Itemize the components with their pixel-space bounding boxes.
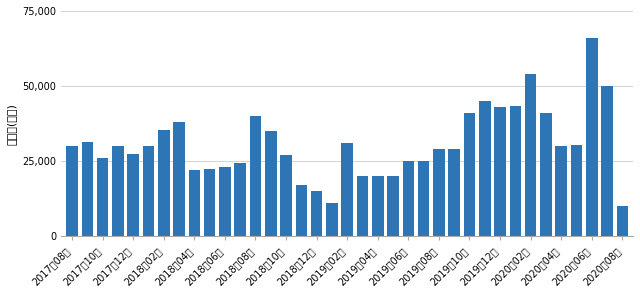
Bar	[449, 149, 460, 236]
Bar	[311, 191, 323, 236]
Bar	[219, 167, 230, 236]
Bar	[540, 113, 552, 236]
Bar	[509, 106, 521, 236]
Bar	[250, 116, 261, 236]
Bar	[280, 155, 292, 236]
Bar	[571, 145, 582, 236]
Bar	[464, 113, 476, 236]
Bar	[127, 154, 139, 236]
Bar	[67, 146, 78, 236]
Bar	[265, 131, 276, 236]
Bar	[204, 169, 216, 236]
Bar	[616, 206, 628, 236]
Bar	[418, 161, 429, 236]
Bar	[479, 101, 490, 236]
Bar	[586, 38, 598, 236]
Bar	[326, 203, 338, 236]
Bar	[494, 107, 506, 236]
Bar	[403, 161, 414, 236]
Bar	[356, 176, 368, 236]
Bar	[296, 185, 307, 236]
Bar	[158, 130, 170, 236]
Bar	[525, 74, 536, 236]
Bar	[372, 176, 383, 236]
Bar	[556, 146, 567, 236]
Bar	[97, 158, 108, 236]
Y-axis label: 거래량(건수): 거래량(건수)	[7, 103, 17, 145]
Bar	[189, 170, 200, 236]
Bar	[173, 122, 185, 236]
Bar	[387, 176, 399, 236]
Bar	[342, 143, 353, 236]
Bar	[82, 142, 93, 236]
Bar	[112, 146, 124, 236]
Bar	[234, 163, 246, 236]
Bar	[143, 146, 154, 236]
Bar	[433, 149, 445, 236]
Bar	[602, 86, 613, 236]
